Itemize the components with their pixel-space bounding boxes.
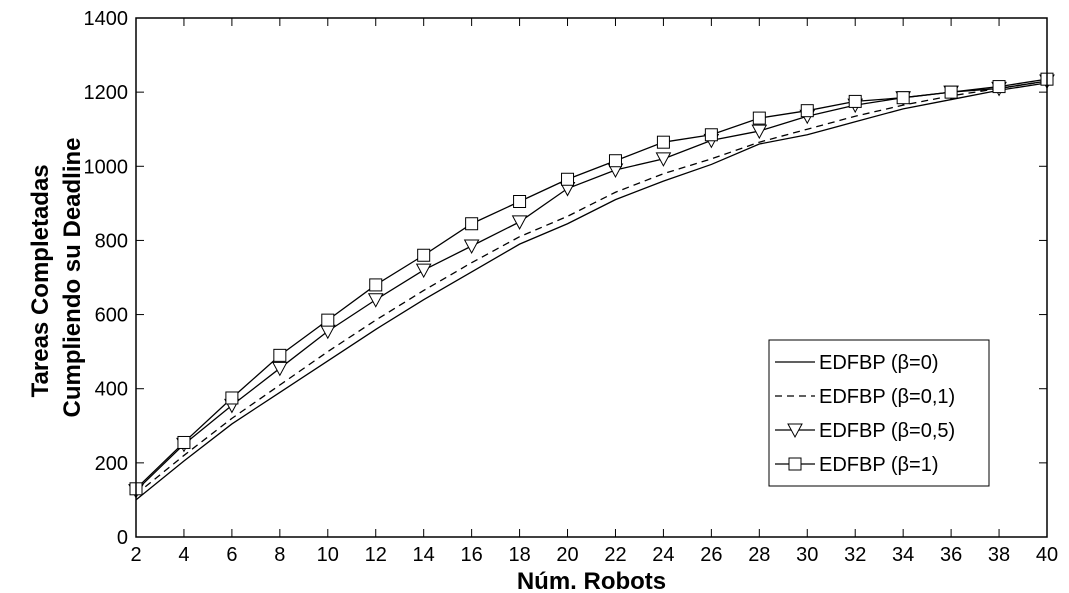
legend: EDFBP (β=0) EDFBP (β=0,1) EDFBP (β=0,5) EDF…	[768, 339, 990, 487]
x-axis-label: Núm. Robots	[517, 568, 666, 593]
x-tick-label: 12	[365, 544, 387, 566]
y-tick-label: 400	[95, 379, 128, 401]
x-tick-label: 26	[700, 544, 722, 566]
y-tick-label: 0	[117, 527, 128, 549]
data-point	[800, 104, 814, 118]
x-tick-label: 6	[226, 544, 237, 566]
legend-label: EDFBP (β=0)	[819, 352, 939, 374]
x-tick-label: 16	[461, 544, 483, 566]
series-1	[135, 80, 1048, 495]
legend-label: EDFBP (β=0,1)	[819, 386, 955, 408]
data-point	[704, 128, 718, 142]
x-tick-label: 2	[130, 544, 141, 566]
data-point	[944, 85, 958, 99]
y-axis-label-line-1: Tareas Completadas	[27, 164, 54, 397]
data-point	[369, 278, 383, 292]
y-axis-label-line-2: Cumpliendo su Deadline	[59, 137, 86, 417]
series-line	[135, 80, 1048, 495]
legend-label: EDFBP (β=0,5)	[819, 420, 955, 442]
series-0	[135, 82, 1048, 501]
plot-area-frame	[135, 17, 1048, 538]
legend-box	[768, 339, 990, 487]
x-tick-label: 30	[796, 544, 818, 566]
data-point	[608, 154, 622, 168]
data-point	[463, 239, 480, 255]
axis-ticks: 2 4 6 8 10 12 14 16 18 20 22 24 26 28 30 32 34 36 38 400200…	[84, 8, 1059, 566]
data-point	[655, 152, 672, 167]
x-tick-label: 32	[844, 544, 866, 566]
x-tick-label: 22	[604, 544, 626, 566]
data-point	[321, 313, 335, 327]
y-tick-label: 800	[95, 230, 128, 252]
x-tick-label: 34	[892, 544, 914, 566]
chart-marks	[128, 72, 1055, 501]
y-tick-label: 1200	[84, 82, 129, 104]
x-tick-label: 20	[556, 544, 578, 566]
data-point	[417, 248, 431, 262]
series-line	[135, 82, 1048, 501]
data-point	[272, 361, 288, 377]
legend-marker	[788, 457, 802, 471]
x-tick-label: 28	[748, 544, 770, 566]
data-point	[752, 111, 766, 125]
data-point	[225, 391, 239, 405]
data-point	[273, 348, 287, 362]
data-point	[415, 263, 432, 279]
x-tick-label: 40	[1036, 544, 1058, 566]
data-point	[992, 80, 1006, 94]
y-axis-label: Tareas Completadas Cumpliendo su Deadlin…	[27, 137, 86, 417]
x-tick-label: 4	[178, 544, 189, 566]
data-point	[896, 91, 910, 105]
series-line	[135, 78, 1048, 490]
x-tick-label: 36	[940, 544, 962, 566]
data-point	[751, 124, 768, 140]
x-tick-label: 24	[652, 544, 674, 566]
data-point	[511, 215, 528, 230]
data-point	[319, 324, 336, 340]
data-point	[513, 195, 527, 209]
legend-label: EDFBP (β=1)	[819, 454, 939, 476]
legend-entry: EDFBP (β=0)	[775, 352, 939, 374]
y-tick-label: 200	[95, 453, 128, 475]
data-point	[177, 435, 191, 449]
y-tick-label: 1000	[84, 156, 129, 178]
data-point	[367, 293, 384, 308]
x-tick-label: 14	[413, 544, 435, 566]
legend-marker	[787, 423, 803, 439]
x-tick-label: 10	[317, 544, 339, 566]
legend-entry: EDFBP (β=1)	[775, 454, 939, 476]
data-point	[465, 217, 479, 231]
data-point	[848, 94, 862, 108]
x-tick-label: 8	[274, 544, 285, 566]
data-point	[656, 135, 670, 149]
y-tick-label: 600	[95, 305, 128, 327]
y-tick-label: 1400	[84, 8, 129, 30]
legend-entry: EDFBP (β=0,5)	[775, 420, 955, 442]
x-tick-label: 38	[988, 544, 1010, 566]
legend-entry: EDFBP (β=0,1)	[775, 386, 955, 408]
data-point	[561, 172, 575, 186]
x-tick-label: 18	[508, 544, 530, 566]
